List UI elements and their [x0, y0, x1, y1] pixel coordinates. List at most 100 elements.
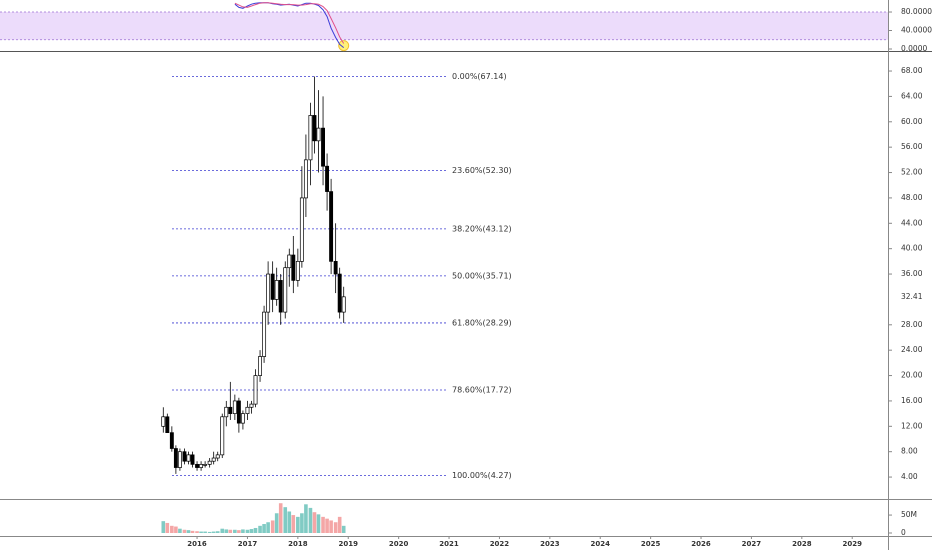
candle-body [236, 400, 241, 424]
candle-body [274, 280, 279, 300]
y-tick-label: 56.00 [901, 142, 923, 151]
volume-bar [207, 531, 212, 533]
candle-body [182, 451, 187, 462]
band [0, 12, 888, 40]
x-tick-label: 2026 [691, 540, 711, 548]
candle-body [329, 191, 334, 262]
candle-body [312, 115, 317, 142]
x-tick-label: 2017 [238, 540, 258, 548]
x-tick-label: 2019 [339, 540, 359, 548]
candle-body [220, 416, 225, 456]
y-tick-label: 44.00 [901, 218, 923, 227]
y-tick-label: 8.00 [901, 447, 918, 456]
y-tick-label: 80.0000 [901, 7, 932, 16]
candle-body [337, 273, 342, 313]
last-price-label: 32.41 [901, 292, 923, 301]
volume-bar [312, 512, 317, 533]
x-tick-label: 2018 [288, 540, 308, 548]
fib-label: 50.00%(35.71) [452, 271, 512, 280]
volume-bar [304, 504, 308, 533]
fib-label: 0.00%(67.14) [452, 72, 507, 81]
y-tick-label: 20.00 [901, 371, 923, 380]
y-tick-label: 16.00 [901, 396, 923, 405]
volume-bar [308, 507, 313, 533]
candle-body [270, 273, 275, 300]
volume-bar [161, 521, 166, 533]
y-tick-label: 40.0000 [901, 26, 932, 35]
y-tick-label: 0.0000 [901, 44, 927, 53]
volume-bar [233, 529, 237, 533]
candle-body [245, 406, 250, 414]
candle-body [308, 115, 313, 161]
candle-body [316, 127, 321, 142]
candle-body [224, 406, 229, 418]
volume-bar [174, 526, 178, 533]
candle-body [266, 273, 271, 313]
y-tick-label: 12.00 [901, 421, 923, 430]
fib-label: 61.80%(28.29) [452, 318, 512, 327]
volume-bar [291, 515, 296, 533]
candle-body [173, 448, 178, 468]
candle-body [291, 254, 296, 281]
volume-bar [165, 522, 170, 533]
volume-bar [337, 516, 342, 533]
volume-bar [321, 516, 325, 533]
stoch-line [234, 2, 345, 44]
candle-body [211, 457, 216, 462]
volume-bar [270, 520, 275, 533]
volume-bar [241, 529, 245, 533]
last-price-box [889, 290, 932, 303]
candle-body [287, 254, 292, 269]
fib-label: 100.00%(4.27) [452, 471, 512, 480]
volume-bar [211, 531, 216, 533]
candle-body [258, 356, 262, 376]
y-tick-label: 36.00 [901, 269, 923, 278]
candle-body [215, 454, 220, 459]
candle-body [165, 416, 170, 434]
volume-bar [228, 529, 233, 533]
candle-body [161, 416, 166, 427]
candle-body [186, 454, 191, 462]
volume-bar [220, 528, 225, 533]
fib-label: 38.20%(43.12) [452, 224, 512, 233]
volume-bar [203, 531, 207, 533]
volume-bar [274, 513, 279, 533]
x-tick-label: 2020 [389, 540, 409, 548]
volume-bar [190, 530, 195, 533]
volume-bar [178, 528, 182, 533]
x-tick-label: 2023 [540, 540, 560, 548]
y-tick-label: 0 [901, 528, 906, 537]
x-tick-label: 2027 [742, 540, 762, 548]
y-tick-label: 24.00 [901, 345, 923, 354]
candle-body [262, 311, 267, 357]
volume-bar [287, 511, 292, 533]
volume-bar [266, 522, 270, 533]
volume-bar [300, 513, 304, 533]
candle-body [325, 165, 330, 192]
candle-body [177, 451, 182, 468]
candle-body [283, 267, 288, 313]
candle-body [195, 464, 200, 468]
volume-bar [296, 516, 300, 533]
y-tick-label: 50M [901, 510, 917, 519]
volume-bar [258, 525, 262, 533]
volume-bar [325, 518, 329, 533]
y-tick-label: 40.00 [901, 244, 923, 253]
candle-body [321, 127, 325, 167]
candle-body [278, 280, 283, 313]
volume-bar [262, 524, 266, 533]
y-tick-label: 52.00 [901, 168, 923, 177]
volume-bar [186, 530, 191, 533]
volume-bar [283, 507, 288, 533]
volume-bar [224, 529, 229, 533]
y-tick-label: 64.00 [901, 91, 923, 100]
volume-bar [249, 529, 254, 533]
candle-body [341, 296, 346, 313]
volume-bar [170, 525, 174, 533]
candle-body [249, 403, 254, 408]
volume-bar [329, 520, 333, 533]
candle-body [303, 159, 308, 199]
volume-bar [341, 525, 346, 533]
